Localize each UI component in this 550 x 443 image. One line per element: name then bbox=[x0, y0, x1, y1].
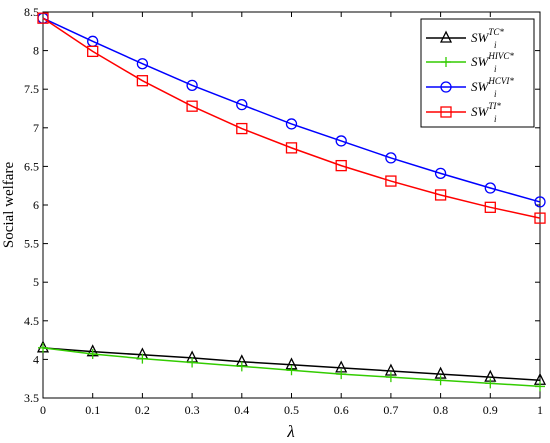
x-tick-label: 0.7 bbox=[383, 403, 398, 417]
data-point bbox=[535, 381, 545, 392]
legend-marker bbox=[440, 106, 452, 118]
legend-marker bbox=[441, 57, 451, 67]
x-tick-label: 0.3 bbox=[185, 403, 200, 417]
data-point bbox=[285, 142, 298, 154]
y-tick-label: 3.5 bbox=[24, 391, 39, 405]
data-point bbox=[534, 196, 546, 208]
data-point bbox=[435, 375, 446, 386]
series-line bbox=[42, 347, 541, 381]
data-point bbox=[336, 369, 347, 380]
x-tick-label: 0.9 bbox=[483, 403, 498, 417]
y-tick-label: 6 bbox=[33, 198, 39, 212]
data-point bbox=[335, 135, 347, 147]
data-point bbox=[137, 353, 148, 364]
series-plus bbox=[38, 342, 545, 392]
legend-label: SWHCVI* bbox=[471, 76, 514, 94]
legend-subscript: i bbox=[494, 114, 497, 124]
data-point bbox=[236, 122, 248, 135]
y-tick-label: 5.5 bbox=[24, 237, 39, 251]
data-point bbox=[186, 79, 198, 91]
y-axis-ticks: 3.5 4 4.5 5 5.5 6 6.5 7 7.5 8 8.5 bbox=[24, 5, 540, 405]
y-tick-label: 8 bbox=[33, 44, 39, 58]
series-square bbox=[37, 12, 546, 224]
legend-subscript: i bbox=[494, 40, 497, 50]
data-point bbox=[434, 167, 447, 179]
x-tick-label: 0.6 bbox=[334, 403, 349, 417]
data-point bbox=[186, 100, 198, 112]
x-tick-label: 1 bbox=[537, 403, 543, 417]
legend-label: SWHIVC* bbox=[471, 51, 514, 69]
data-point bbox=[285, 118, 298, 130]
legend-item: SWTI*i bbox=[426, 101, 501, 124]
x-tick-label: 0.2 bbox=[135, 403, 150, 417]
legend-marker bbox=[439, 30, 453, 43]
series-layer bbox=[36, 12, 547, 392]
legend-label: SWTI* bbox=[471, 101, 501, 119]
legend-item: SWHCVI*i bbox=[426, 76, 514, 99]
x-tick-label: 0.5 bbox=[284, 403, 299, 417]
x-tick-label: 0 bbox=[40, 403, 46, 417]
data-point bbox=[87, 45, 99, 58]
x-tick-label: 0.1 bbox=[85, 403, 100, 417]
legend-item: SWHIVC*i bbox=[426, 51, 514, 74]
data-point bbox=[434, 189, 447, 201]
data-point bbox=[87, 348, 98, 359]
data-point bbox=[37, 12, 49, 24]
data-point bbox=[187, 357, 198, 368]
data-point bbox=[385, 175, 397, 187]
data-point bbox=[286, 365, 297, 376]
x-tick-label: 0.4 bbox=[234, 403, 249, 417]
data-point bbox=[385, 152, 397, 164]
legend-box bbox=[420, 18, 535, 128]
legend-subscript: i bbox=[494, 89, 497, 99]
data-point bbox=[38, 342, 48, 353]
y-tick-label: 8.5 bbox=[24, 5, 39, 19]
y-tick-label: 4 bbox=[33, 352, 39, 366]
y-tick-label: 6.5 bbox=[24, 159, 39, 173]
legend-item: SWTC*i bbox=[426, 27, 504, 50]
data-point bbox=[485, 378, 496, 389]
data-point bbox=[335, 159, 347, 172]
y-tick-label: 7.5 bbox=[24, 82, 39, 96]
data-point bbox=[385, 372, 396, 383]
x-tick-label: 0.8 bbox=[433, 403, 448, 417]
series-line bbox=[42, 17, 541, 203]
y-tick-label: 4.5 bbox=[24, 314, 39, 328]
data-point bbox=[484, 182, 496, 194]
series-line bbox=[42, 17, 541, 219]
x-axis-label: λ bbox=[286, 422, 294, 441]
y-tick-label: 7 bbox=[33, 121, 39, 135]
y-axis-label: Social welfare bbox=[1, 162, 17, 249]
legend-label: SWTC* bbox=[471, 27, 504, 45]
data-point bbox=[136, 58, 149, 70]
legend-subscript: i bbox=[494, 64, 497, 74]
y-tick-label: 5 bbox=[33, 275, 39, 289]
x-axis-ticks: 0 0.1 0.2 0.3 0.4 0.5 0.6 0.7 0.8 0.9 1 bbox=[40, 12, 543, 417]
data-point bbox=[136, 75, 149, 87]
data-point bbox=[236, 361, 247, 372]
data-point bbox=[236, 98, 248, 111]
data-point bbox=[534, 212, 546, 224]
legend-marker bbox=[440, 81, 452, 93]
data-point bbox=[484, 201, 496, 213]
